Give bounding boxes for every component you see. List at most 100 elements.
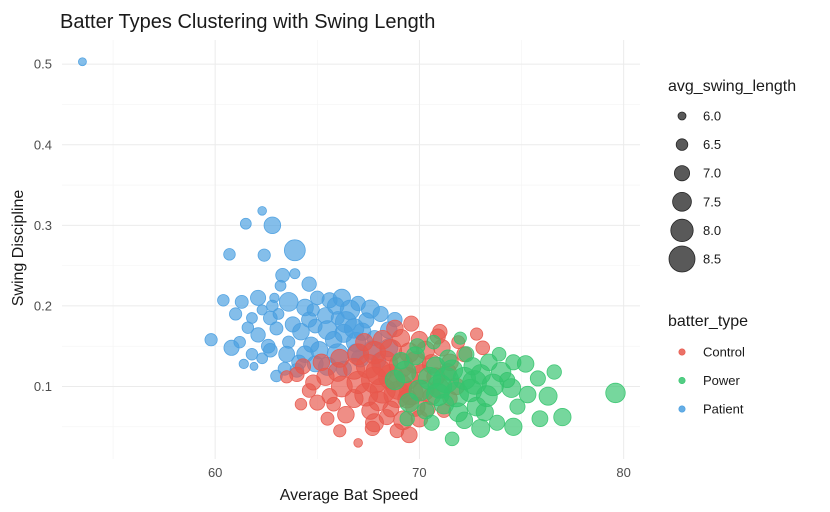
color-legend-label-control: Control (703, 345, 745, 360)
x-tick-label: 60 (208, 465, 222, 480)
color-legend-key-power (678, 376, 686, 384)
data-point-control (470, 327, 484, 341)
size-legend-label: 7.0 (703, 166, 721, 181)
data-point-patient (263, 342, 278, 358)
size-legend-key (677, 111, 687, 121)
data-point-power (444, 431, 460, 447)
data-point-power (471, 418, 491, 438)
data-point-control (386, 319, 404, 338)
data-point-power (399, 411, 415, 427)
data-point-power (453, 331, 467, 345)
data-point-power (504, 417, 523, 436)
x-axis-title: Average Bat Speed (280, 487, 418, 504)
data-point-patient (257, 248, 271, 262)
data-point-control (320, 411, 335, 426)
data-point-power (458, 346, 475, 363)
data-point-patient (257, 206, 267, 216)
y-tick-label: 0.4 (34, 137, 52, 152)
data-point-control (353, 438, 363, 448)
data-point-patient (263, 216, 282, 235)
data-point-patient (301, 276, 317, 292)
size-legend-label: 7.5 (703, 194, 721, 209)
data-point-patient (292, 322, 310, 341)
data-point-power (553, 408, 572, 427)
color-legend-key-control (678, 348, 686, 356)
data-point-power (518, 385, 537, 404)
data-point-patient (278, 292, 299, 312)
data-point-patient (78, 57, 87, 67)
data-point-patient (223, 339, 240, 356)
data-point-power (509, 398, 526, 415)
size-legend-label: 8.0 (703, 223, 721, 238)
data-point-control (475, 340, 491, 356)
data-point-patient (372, 305, 389, 322)
data-point-control (330, 348, 350, 368)
data-point-power (448, 402, 469, 423)
size-legend-label: 6.0 (703, 109, 721, 124)
data-point-patient (239, 217, 252, 230)
chart-title: Batter Types Clustering with Swing Lengt… (60, 11, 435, 33)
data-point-power (605, 382, 626, 404)
data-point-patient (269, 321, 284, 336)
y-axis-title: Swing Discipline (10, 190, 27, 307)
x-tick-label: 80 (616, 465, 630, 480)
color-legend-label-patient: Patient (703, 402, 744, 417)
data-point-patient (326, 297, 345, 315)
data-point-power (491, 346, 507, 362)
data-point-power (538, 386, 558, 406)
data-point-patient (289, 268, 301, 280)
data-point-power (426, 382, 450, 407)
data-point-patient (238, 358, 249, 370)
color-legend-label-power: Power (703, 373, 741, 388)
data-point-patient (343, 318, 365, 339)
data-point-patient (223, 248, 236, 261)
data-point-patient (358, 312, 375, 329)
color-legend-key-patient (678, 405, 686, 413)
data-point-control (355, 333, 374, 352)
data-point-power (423, 414, 440, 431)
data-point-control (333, 424, 347, 438)
data-point-power (531, 410, 549, 428)
data-point-control (294, 398, 308, 411)
data-point-power (426, 334, 441, 350)
data-point-power (439, 349, 457, 367)
x-tick-label: 70 (412, 465, 426, 480)
data-point-power (489, 414, 506, 431)
data-point-control (280, 370, 294, 384)
data-point-patient (249, 361, 259, 371)
color-legend: batter_type Control Power Patient (668, 313, 748, 417)
data-point-patient (275, 268, 290, 283)
y-tick-labels: 0.1 0.2 0.3 0.4 0.5 (34, 57, 52, 394)
data-point-patient (256, 304, 268, 316)
size-legend-key (672, 192, 692, 212)
data-point-control (312, 353, 331, 372)
size-legend-key (670, 218, 694, 242)
y-tick-label: 0.5 (34, 57, 52, 72)
size-legend-key (668, 245, 696, 273)
size-legend-label: 6.5 (703, 137, 721, 152)
data-point-control (337, 405, 355, 424)
data-point-control (364, 420, 381, 437)
data-point-control (295, 358, 312, 375)
y-tick-label: 0.3 (34, 218, 52, 233)
size-legend-title: avg_swing_length (668, 78, 796, 95)
data-points (78, 57, 626, 448)
data-point-patient (283, 239, 306, 262)
data-point-power (546, 364, 562, 380)
data-point-patient (274, 279, 287, 292)
data-point-patient (229, 307, 243, 321)
data-point-power (399, 392, 420, 413)
color-legend-title: batter_type (668, 313, 748, 330)
y-tick-label: 0.2 (34, 298, 52, 313)
data-point-control (403, 315, 420, 332)
data-point-control (372, 329, 393, 350)
data-point-patient (204, 333, 218, 347)
data-point-power (475, 403, 494, 422)
data-point-patient (301, 311, 318, 328)
data-point-patient (250, 289, 267, 306)
data-point-patient (245, 348, 259, 361)
data-point-power (529, 370, 546, 387)
data-point-power (499, 372, 516, 389)
data-point-power (405, 346, 425, 366)
